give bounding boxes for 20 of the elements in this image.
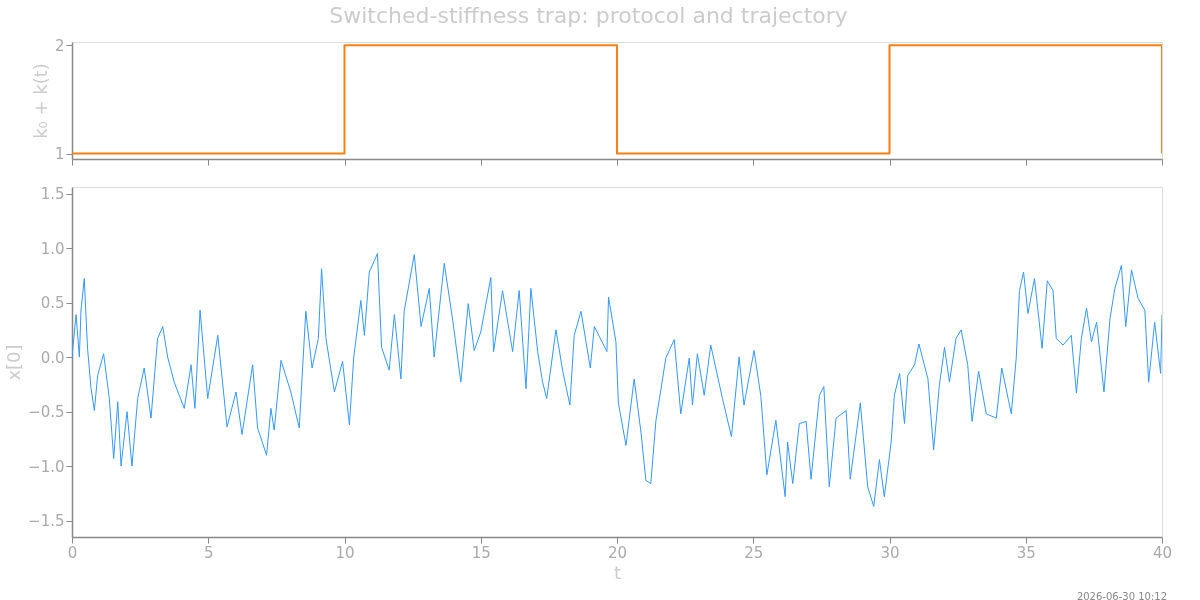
x-tick-label: 5	[203, 543, 214, 562]
y-tick-label: −1.0	[28, 457, 65, 476]
y-tick-label: 1	[54, 145, 65, 164]
x-tick-label: 30	[880, 543, 900, 562]
y-tick-label: 1.5	[40, 185, 65, 204]
x-tick-label: 35	[1016, 543, 1036, 562]
y-tick-label: 2	[54, 36, 65, 55]
x-tick-label: 0	[67, 543, 78, 562]
y-tick-label: 0.0	[40, 348, 65, 367]
line-series	[72, 253, 1162, 507]
x-tick-label: 15	[471, 543, 491, 562]
x-tick-label: 25	[744, 543, 764, 562]
y-tick-label: 0.5	[40, 294, 65, 313]
y-tick-label: 1.0	[40, 239, 65, 258]
y-tick-label: −1.5	[28, 512, 65, 531]
x-tick-label: 10	[335, 543, 355, 562]
y-tick-label: −0.5	[28, 403, 65, 422]
x-tick-label: 40	[1152, 543, 1173, 562]
text: 2026-06-30 10:12	[1076, 591, 1167, 600]
x-tick-label: 20	[607, 543, 628, 562]
